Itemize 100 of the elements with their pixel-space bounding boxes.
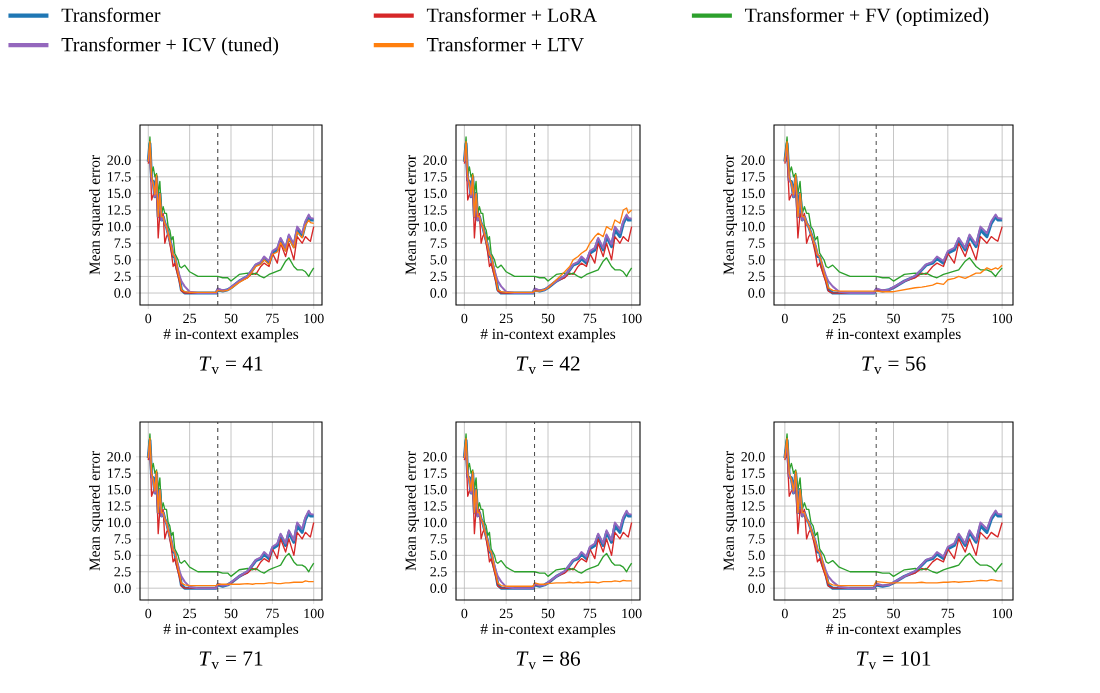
text: T$_{v}$ = 101 [856,651,931,670]
y-tick-label: 0.0 [114,288,131,298]
x-axis-title: # in-context examples [480,623,616,638]
y-tick-label: 5.0 [430,255,447,265]
y-tick-label: 20.0 [741,155,765,165]
x-tick-label: 100 [304,608,324,619]
x-tick-label: 0 [145,313,152,324]
y-tick-label: 2.5 [114,567,131,577]
y-tick-label: 2.5 [748,567,765,577]
y-tick-label: 15.0 [742,188,765,199]
y-tick-label: 12.5 [424,205,447,215]
x-tick-label: 0 [145,608,152,619]
y-tick-label: 10.0 [424,221,447,232]
y-axis-title: Mean squared error [723,451,737,571]
x-tick-label: 100 [992,313,1013,324]
y-tick-label: 17.5 [108,172,131,182]
x-tick-label: 75 [583,608,597,619]
y-tick-label: 0.0 [114,583,131,593]
y-tick-label: 5.0 [748,255,765,265]
y-tick-label: 0.0 [430,583,447,593]
y-tick-label: 2.5 [748,271,765,282]
x-axis-title: # in-context examples [163,623,299,638]
x-tick-label: 75 [266,608,279,619]
y-tick-label: 15.0 [424,188,447,199]
y-tick-label: 5.0 [114,550,131,561]
x-tick-label: 75 [583,313,597,324]
y-tick-label: 15.0 [424,484,447,495]
y-tick-label: 17.5 [424,468,447,478]
x-tick-label: 50 [224,608,238,619]
y-tick-label: 5.0 [748,550,765,561]
x-axis-title: # in-context examples [163,328,299,343]
y-tick-label: 10.0 [424,517,447,528]
y-axis-title: Mean squared error [405,155,419,275]
y-tick-label: 7.5 [114,238,131,248]
y-axis-title: Mean squared error [89,451,103,571]
y-tick-label: 17.5 [742,468,765,478]
y-tick-label: 10.0 [742,221,765,232]
y-tick-label: 20.0 [741,452,765,462]
x-tick-label: 75 [941,313,955,324]
y-tick-label: 2.5 [430,567,447,577]
x-tick-label: 0 [461,608,468,619]
x-tick-label: 50 [541,608,555,619]
x-axis-title: # in-context examples [826,623,961,638]
text: T$_{v}$ = 41 [199,356,263,375]
text: T$_{v}$ = 86 [516,651,581,670]
y-tick-label: 2.5 [114,271,131,282]
x-tick-label: 50 [541,313,555,324]
x-tick-label: 25 [832,313,846,324]
y-tick-label: 17.5 [108,468,131,478]
legend-label: Transformer + ICV (tuned) [61,37,279,56]
y-tick-label: 10.0 [108,517,131,528]
y-tick-label: 5.0 [114,255,131,265]
y-tick-label: 15.0 [742,484,765,495]
x-tick-label: 75 [941,608,955,619]
x-tick-label: 25 [499,313,513,324]
y-tick-label: 17.5 [742,172,765,182]
x-tick-label: 75 [266,313,279,324]
x-tick-label: 25 [183,608,197,619]
legend-label: Transformer + LTV [426,37,584,52]
x-axis-title: # in-context examples [480,328,616,343]
y-tick-label: 15.0 [108,484,131,495]
y-tick-label: 20.0 [423,452,447,462]
y-axis-title: Mean squared error [405,451,419,571]
x-tick-label: 0 [781,608,788,619]
y-tick-label: 7.5 [430,238,447,248]
x-tick-label: 100 [622,313,642,324]
y-tick-label: 10.0 [742,517,765,528]
x-tick-label: 50 [224,313,238,324]
x-tick-label: 25 [499,608,513,619]
y-tick-label: 17.5 [424,172,447,182]
y-tick-label: 0.0 [748,288,765,298]
y-tick-label: 7.5 [114,534,131,544]
text: T$_{v}$ = 42 [516,356,580,375]
x-tick-label: 25 [183,313,197,324]
x-tick-label: 50 [887,608,900,619]
legend-label: Transformer + FV (optimized) [745,7,989,26]
y-tick-label: 12.5 [742,501,765,511]
y-tick-label: 12.5 [742,205,765,215]
text: T$_{v}$ = 71 [199,651,263,670]
y-tick-label: 7.5 [748,238,765,248]
y-tick-label: 7.5 [430,534,447,544]
y-tick-label: 10.0 [108,221,131,232]
y-tick-label: 12.5 [108,205,131,215]
y-tick-label: 0.0 [748,583,765,593]
x-tick-label: 50 [887,313,900,324]
y-tick-label: 12.5 [424,501,447,511]
y-tick-label: 7.5 [748,534,765,544]
x-tick-label: 100 [622,608,642,619]
text: T$_{v}$ = 56 [862,356,926,375]
x-tick-label: 0 [461,313,468,324]
y-tick-label: 20.0 [423,155,447,165]
y-tick-label: 12.5 [108,501,131,511]
x-tick-label: 0 [781,313,788,324]
x-tick-label: 100 [992,608,1013,619]
x-tick-label: 25 [832,608,846,619]
y-tick-label: 20.0 [107,155,131,165]
legend-label: Transformer [61,7,161,22]
x-axis-title: # in-context examples [826,328,961,343]
y-tick-label: 5.0 [430,550,447,561]
x-tick-label: 100 [304,313,324,324]
